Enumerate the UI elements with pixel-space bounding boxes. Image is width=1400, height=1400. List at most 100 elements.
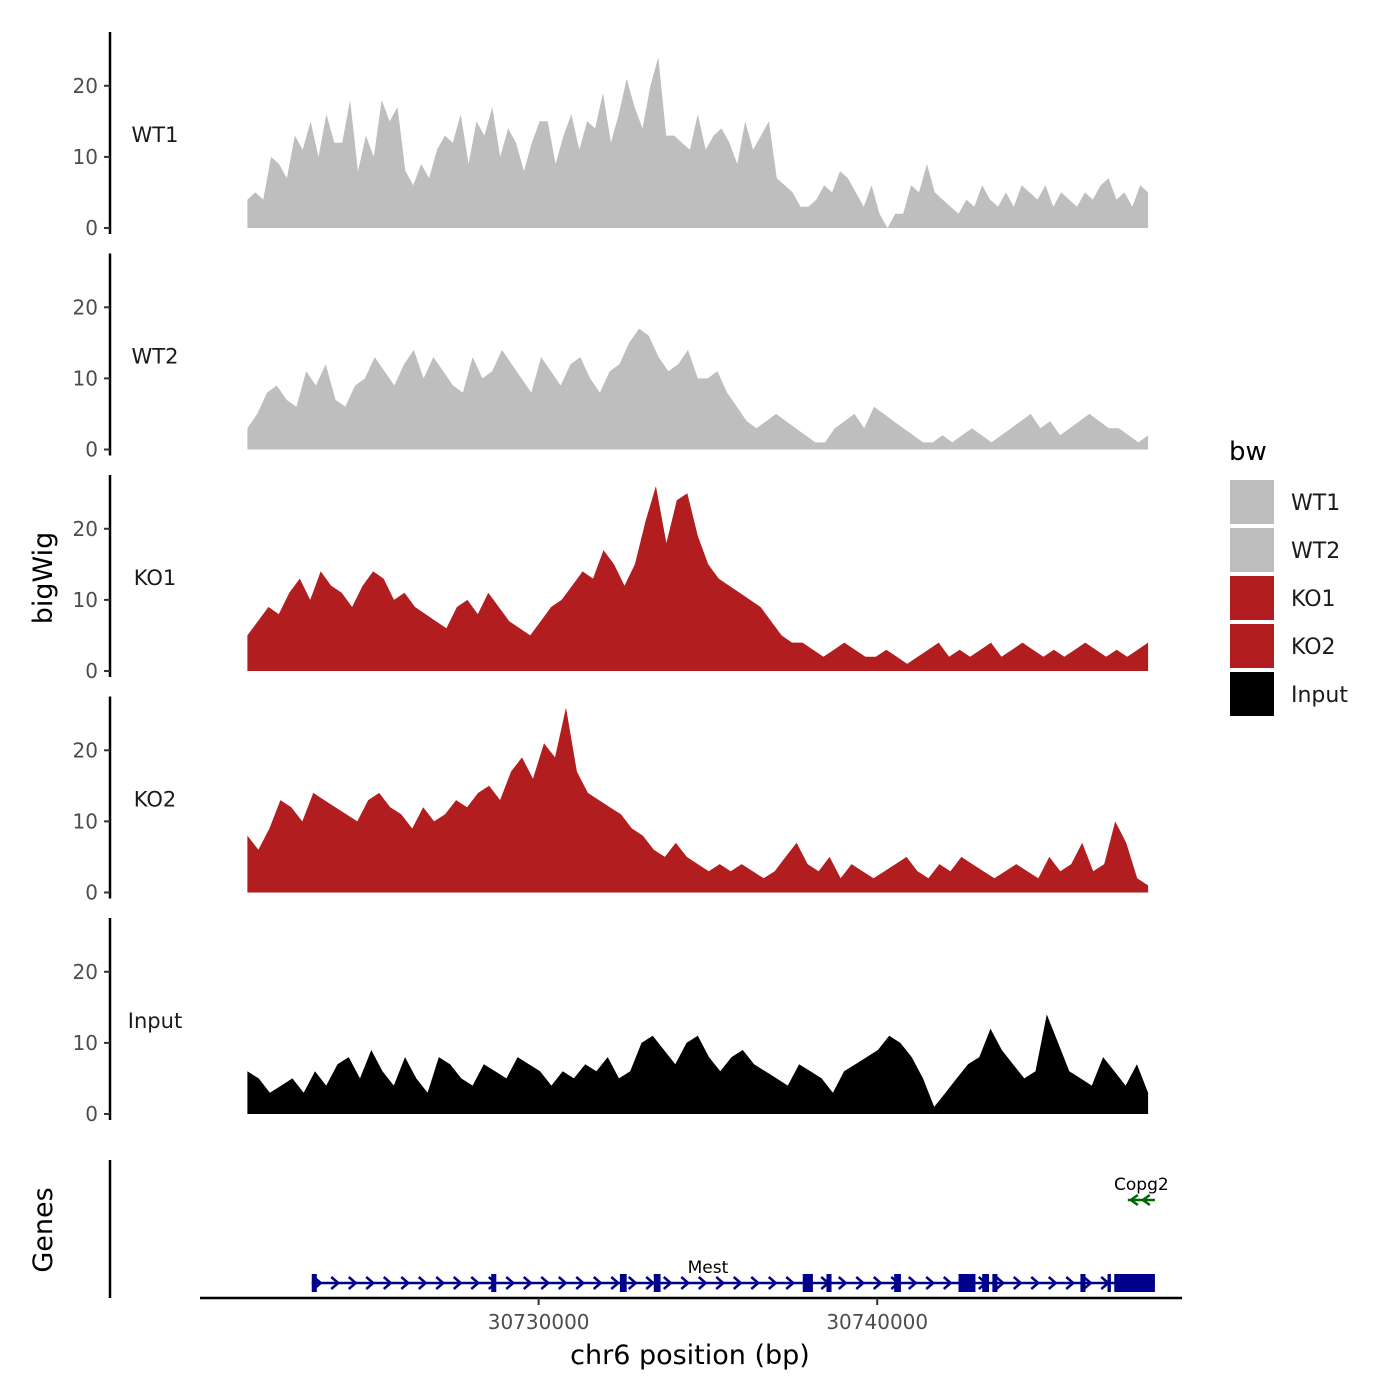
genes-axis-title: Genes	[28, 1187, 59, 1272]
x-tick-label: 30730000	[488, 1310, 590, 1334]
strand-arrow	[662, 1276, 673, 1290]
exon	[982, 1274, 989, 1292]
y-tick-label: 0	[85, 1102, 98, 1126]
track-label: WT2	[132, 345, 179, 369]
y-tick-label: 10	[73, 1031, 98, 1055]
track-ko2: 0 10 20 KO2	[73, 696, 1149, 905]
y-tick-label: 10	[73, 366, 98, 390]
strand-arrow	[452, 1276, 463, 1290]
strand-arrow	[330, 1276, 341, 1290]
track-label: WT1	[132, 123, 179, 147]
legend-label: Input	[1291, 683, 1348, 708]
strand-arrow	[1047, 1276, 1058, 1290]
coverage-area-ko1	[247, 486, 1149, 671]
legend-swatch	[1230, 480, 1274, 524]
strand-arrow	[522, 1276, 533, 1290]
y-axis-title: bigWig	[28, 532, 59, 625]
gene-label: Copg2	[1114, 1175, 1169, 1195]
strand-arrow	[1065, 1276, 1076, 1290]
legend-entry-ko1: KO1	[1230, 576, 1336, 620]
track-label: Input	[128, 1009, 182, 1033]
gene-mest: Mest	[311, 1258, 1155, 1292]
strand-arrow	[837, 1276, 848, 1290]
y-tick-label: 20	[73, 517, 98, 541]
exon	[894, 1274, 901, 1292]
gene-copg2: Copg2	[1114, 1175, 1169, 1207]
exon	[826, 1274, 832, 1292]
strand-arrow	[995, 1276, 1006, 1290]
track-wt1: 0 10 20 WT1	[73, 32, 1149, 240]
exon	[802, 1274, 813, 1292]
legend-entry-wt2: WT2	[1230, 528, 1340, 572]
exon	[1107, 1274, 1111, 1292]
strand-arrow	[575, 1276, 586, 1290]
strand-arrow	[505, 1276, 516, 1290]
legend-label: KO2	[1291, 635, 1336, 660]
exon	[653, 1274, 661, 1292]
strand-arrow	[1030, 1276, 1041, 1290]
legend-swatch	[1230, 672, 1274, 716]
strand-arrow	[715, 1276, 726, 1290]
y-tick-label: 0	[85, 216, 98, 240]
exon	[992, 1274, 998, 1292]
bigwig-tracks: 0 10 20 WT1 0 10 20 WT2 0 10 20 KO1 0 10 20 KO2 0 10 20 Inp…	[73, 32, 1149, 1126]
exon	[1114, 1274, 1155, 1292]
strand-arrow	[697, 1276, 708, 1290]
strand-arrow	[645, 1276, 656, 1290]
strand-arrow	[470, 1276, 481, 1290]
exon	[619, 1274, 627, 1292]
coverage-area-wt1	[247, 57, 1149, 228]
y-tick-label: 20	[73, 960, 98, 984]
legend-label: WT1	[1291, 491, 1340, 516]
y-tick-label: 10	[73, 588, 98, 612]
strand-arrow	[1128, 1193, 1139, 1207]
strand-arrow	[627, 1276, 638, 1290]
gene-label: Mest	[688, 1258, 729, 1278]
strand-arrow	[750, 1276, 761, 1290]
strand-arrow	[767, 1276, 778, 1290]
strand-arrow	[1140, 1193, 1151, 1207]
track-input: 0 10 20 Input	[73, 918, 1149, 1126]
strand-arrow	[1012, 1276, 1023, 1290]
strand-arrow	[557, 1276, 568, 1290]
legend-label: KO1	[1291, 587, 1336, 612]
coverage-area-wt2	[247, 328, 1149, 450]
y-tick-label: 10	[73, 145, 98, 169]
strand-arrow	[540, 1276, 551, 1290]
strand-arrow	[365, 1276, 376, 1290]
x-axis-title: chr6 position (bp)	[570, 1340, 810, 1371]
strand-arrow	[417, 1276, 428, 1290]
exon	[1080, 1274, 1086, 1292]
coverage-area-input	[247, 1014, 1149, 1114]
strand-arrow	[872, 1276, 883, 1290]
legend-label: WT2	[1291, 539, 1340, 564]
strand-arrow	[1082, 1276, 1093, 1290]
track-ko1: 0 10 20 KO1	[73, 475, 1149, 683]
exon	[491, 1274, 497, 1292]
strand-arrow	[907, 1276, 918, 1290]
legend-title: bw	[1229, 437, 1267, 467]
legend-entry-ko2: KO2	[1230, 624, 1336, 668]
strand-arrow	[680, 1276, 691, 1290]
y-tick-label: 20	[73, 295, 98, 319]
exon	[311, 1274, 317, 1292]
legend-entry-input: Input	[1230, 672, 1348, 716]
legend-entry-wt1: WT1	[1230, 480, 1340, 524]
y-tick-label: 0	[85, 438, 98, 462]
x-tick-label: 30740000	[826, 1310, 928, 1334]
strand-arrow	[382, 1276, 393, 1290]
y-tick-label: 0	[85, 881, 98, 905]
strand-arrow	[925, 1276, 936, 1290]
y-tick-label: 20	[73, 738, 98, 762]
strand-arrow	[400, 1276, 411, 1290]
strand-arrow	[435, 1276, 446, 1290]
legend-swatch	[1230, 624, 1274, 668]
strand-arrow	[732, 1276, 743, 1290]
strand-arrow	[610, 1276, 621, 1290]
strand-arrow	[347, 1276, 358, 1290]
track-label: KO1	[134, 566, 177, 590]
strand-arrow	[942, 1276, 953, 1290]
strand-arrow	[592, 1276, 603, 1290]
x-axis: 30730000 30740000	[200, 1296, 1182, 1334]
